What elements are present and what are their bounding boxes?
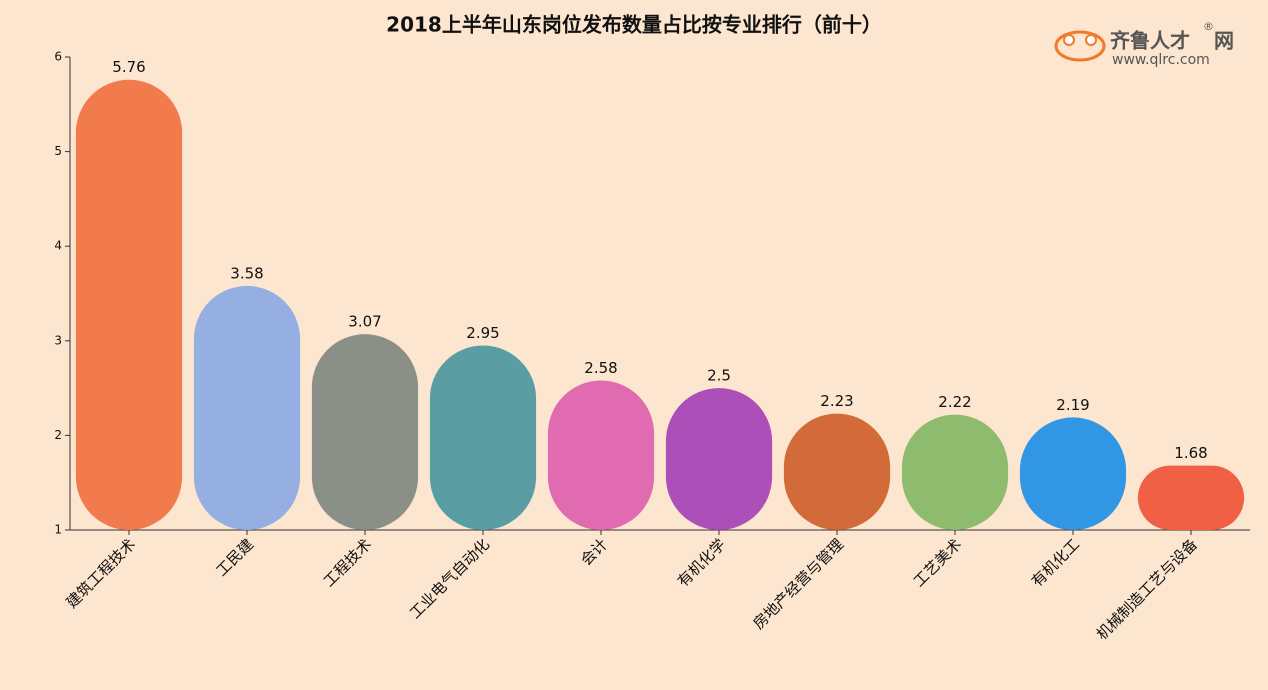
value-label: 3.07	[348, 313, 381, 331]
bar	[1137, 465, 1245, 530]
value-label: 2.19	[1056, 396, 1089, 414]
logo-suffix: 网	[1214, 29, 1234, 53]
y-tick-label: 3	[54, 333, 62, 347]
x-tick-label: 工民建	[212, 535, 257, 580]
x-tick-label: 机械制造工艺与设备	[1093, 535, 1201, 643]
logo-eye	[1063, 34, 1075, 46]
bar	[1019, 417, 1127, 530]
value-label: 3.58	[230, 264, 263, 282]
bar	[75, 79, 183, 530]
bar	[783, 413, 891, 530]
bar	[429, 345, 537, 530]
logo-url: www.qlrc.com	[1112, 52, 1210, 68]
logo-mark: ®	[1203, 20, 1214, 33]
y-tick-label: 6	[54, 50, 62, 64]
value-label: 1.68	[1174, 444, 1207, 462]
y-tick-label: 5	[54, 144, 62, 158]
x-tick-label: 建筑工程技术	[63, 535, 139, 611]
x-tick-label: 会计	[577, 535, 611, 569]
value-label: 5.76	[112, 58, 145, 76]
bar	[193, 285, 301, 530]
logo-icon	[1054, 30, 1106, 62]
bar	[665, 388, 773, 530]
logo-eye	[1085, 34, 1097, 46]
x-tick-label: 有机化工	[1028, 535, 1083, 590]
logo-name: 齐鲁人才	[1110, 29, 1190, 53]
value-label: 2.22	[938, 393, 971, 411]
x-tick-label: 房地产经营与管理	[749, 535, 847, 633]
x-tick-label: 有机化学	[674, 535, 729, 590]
x-tick-label: 工业电气自动化	[406, 535, 493, 622]
chart-title: 2018上半年山东岗位发布数量占比按专业排行（前十）	[386, 13, 882, 37]
value-label: 2.23	[820, 392, 853, 410]
value-label: 2.5	[707, 367, 731, 385]
value-label: 2.58	[584, 359, 617, 377]
bar	[901, 414, 1009, 530]
y-tick-label: 1	[54, 523, 62, 537]
x-tick-label: 工艺美术	[910, 535, 965, 590]
y-tick-label: 4	[54, 239, 62, 253]
value-label: 2.95	[466, 324, 499, 342]
bar	[311, 334, 419, 530]
bar	[547, 380, 655, 530]
x-tick-label: 工程技术	[320, 535, 375, 590]
y-tick-label: 2	[54, 428, 62, 442]
logo: 齐鲁人才 网 ® www.qlrc.com	[1054, 20, 1234, 68]
